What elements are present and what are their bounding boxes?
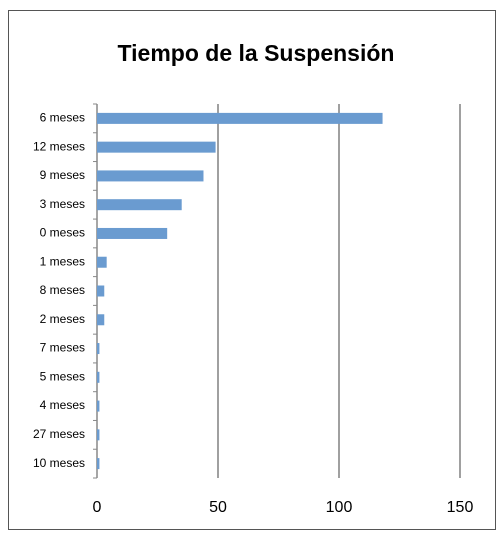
y-tick-label: 27 meses	[33, 427, 85, 441]
y-tick-label: 6 meses	[40, 111, 85, 125]
y-tick-label: 3 meses	[40, 197, 85, 211]
chart-title: Tiempo de la Suspensión	[118, 40, 395, 66]
bar	[97, 314, 105, 326]
y-tick-label: 8 meses	[40, 283, 85, 297]
x-tick-label: 150	[447, 499, 474, 516]
bar	[97, 285, 105, 297]
bar	[97, 429, 100, 441]
bar	[97, 400, 100, 412]
chart-frame	[8, 10, 496, 530]
bar	[97, 227, 168, 239]
bar	[97, 112, 383, 124]
bar	[97, 199, 182, 211]
y-tick-label: 5 meses	[40, 369, 85, 383]
y-tick-label: 9 meses	[40, 168, 85, 182]
bar	[97, 170, 204, 182]
bar	[97, 141, 216, 153]
y-tick-label: 10 meses	[33, 456, 85, 470]
bar	[97, 371, 100, 383]
bar	[97, 256, 107, 268]
x-tick-label: 100	[326, 499, 353, 516]
y-tick-label: 7 meses	[40, 341, 85, 355]
bar	[97, 343, 100, 355]
y-tick-label: 2 meses	[40, 312, 85, 326]
y-tick-label: 1 meses	[40, 254, 85, 268]
y-tick-label: 4 meses	[40, 398, 85, 412]
x-tick-label: 0	[93, 499, 102, 516]
bar	[97, 458, 100, 470]
x-tick-label: 50	[209, 499, 227, 516]
y-tick-label: 0 meses	[40, 226, 85, 240]
y-tick-label: 12 meses	[33, 139, 85, 153]
